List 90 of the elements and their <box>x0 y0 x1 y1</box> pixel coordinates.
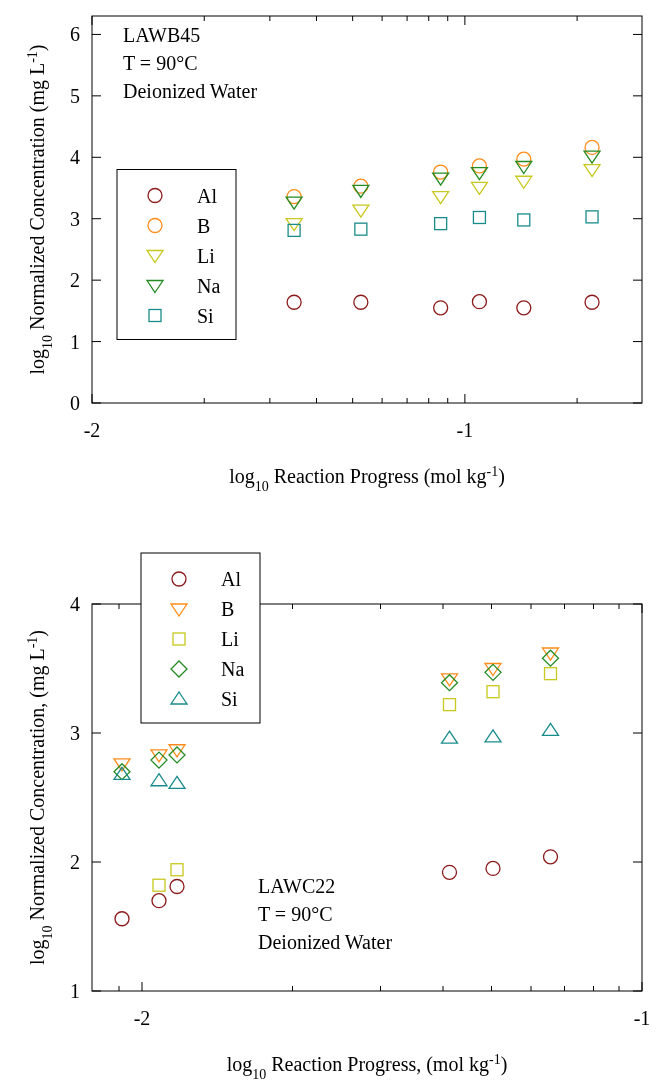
legend-label: Na <box>221 658 245 680</box>
point <box>151 893 167 909</box>
point <box>515 160 533 175</box>
point <box>168 746 186 764</box>
x-tick-label: -2 <box>133 1007 151 1029</box>
point <box>431 190 450 205</box>
point <box>485 860 501 877</box>
y-tick-label: 2 <box>70 851 80 873</box>
legend-label: Li <box>197 244 216 267</box>
point <box>486 685 500 699</box>
legend-label: Al <box>197 184 218 207</box>
point <box>484 663 502 682</box>
point <box>114 911 130 927</box>
y-tick-label: 0 <box>70 392 80 414</box>
point <box>354 222 368 236</box>
legend-label: Na <box>197 274 221 297</box>
point <box>515 175 533 189</box>
point <box>516 151 532 167</box>
x-axis-title: log$_{10}$ Reaction Progress, (mol kg$^{-1}$) <box>226 1051 508 1082</box>
legend-label: B <box>221 598 235 620</box>
y-tick-label: 3 <box>70 722 80 744</box>
point <box>440 673 459 687</box>
point <box>541 647 560 661</box>
point <box>152 878 166 892</box>
legend-label: Al <box>221 568 242 590</box>
point <box>440 674 459 692</box>
point <box>471 158 488 174</box>
point <box>285 196 303 210</box>
point <box>471 293 488 310</box>
point <box>541 649 560 667</box>
y-tick-label: 1 <box>70 980 80 1002</box>
point <box>113 758 131 772</box>
point <box>433 216 448 231</box>
point <box>168 744 186 758</box>
point <box>484 662 502 677</box>
point <box>353 178 369 194</box>
y-tick-label: 4 <box>70 146 80 169</box>
y-tick-label: 3 <box>70 207 80 230</box>
x-tick-label: -1 <box>633 1007 651 1029</box>
point <box>584 294 600 310</box>
point <box>431 172 450 186</box>
point <box>432 300 449 316</box>
annotation: Deionized Water <box>123 80 258 102</box>
point <box>585 210 599 224</box>
y-tick-label: 1 <box>70 330 80 353</box>
point <box>484 729 502 743</box>
x-tick-label: -1 <box>456 419 474 441</box>
point <box>470 166 489 181</box>
y-tick-label: 6 <box>70 23 80 46</box>
legend-label: B <box>197 214 211 237</box>
point <box>287 223 301 238</box>
point <box>517 213 531 227</box>
y-tick-label: 5 <box>70 84 80 107</box>
point <box>442 697 457 712</box>
point <box>286 188 302 205</box>
legend-label: Li <box>221 628 240 650</box>
annotation: T = 90°C <box>258 903 333 925</box>
point <box>150 751 168 769</box>
point <box>286 294 302 310</box>
legend-label: Si <box>221 688 239 710</box>
legend-label: Si <box>197 304 215 327</box>
point <box>352 184 370 199</box>
point <box>541 722 560 737</box>
point <box>470 181 489 196</box>
point <box>353 294 369 310</box>
annotation: LAWB45 <box>123 24 201 46</box>
point <box>583 150 601 164</box>
x-tick-label: -2 <box>83 419 101 441</box>
point <box>542 849 559 865</box>
point <box>150 749 168 763</box>
point <box>169 878 185 895</box>
point <box>472 210 487 225</box>
annotation: Deionized Water <box>258 931 393 953</box>
x-axis-title: log$_{10}$ Reaction Progress (mol kg$^{-1}$) <box>229 463 505 494</box>
point <box>516 300 532 316</box>
point <box>432 164 449 180</box>
point <box>168 775 186 789</box>
annotation: T = 90°C <box>123 52 198 74</box>
point <box>285 217 303 232</box>
y-tick-label: 4 <box>70 593 80 615</box>
point <box>543 667 558 681</box>
point <box>583 163 601 178</box>
point <box>150 773 168 787</box>
point <box>170 863 184 877</box>
point <box>440 730 459 744</box>
point <box>441 864 458 880</box>
point <box>352 204 370 218</box>
point <box>584 139 600 156</box>
y-tick-label: 2 <box>70 269 80 292</box>
annotation: LAWC22 <box>258 875 336 897</box>
